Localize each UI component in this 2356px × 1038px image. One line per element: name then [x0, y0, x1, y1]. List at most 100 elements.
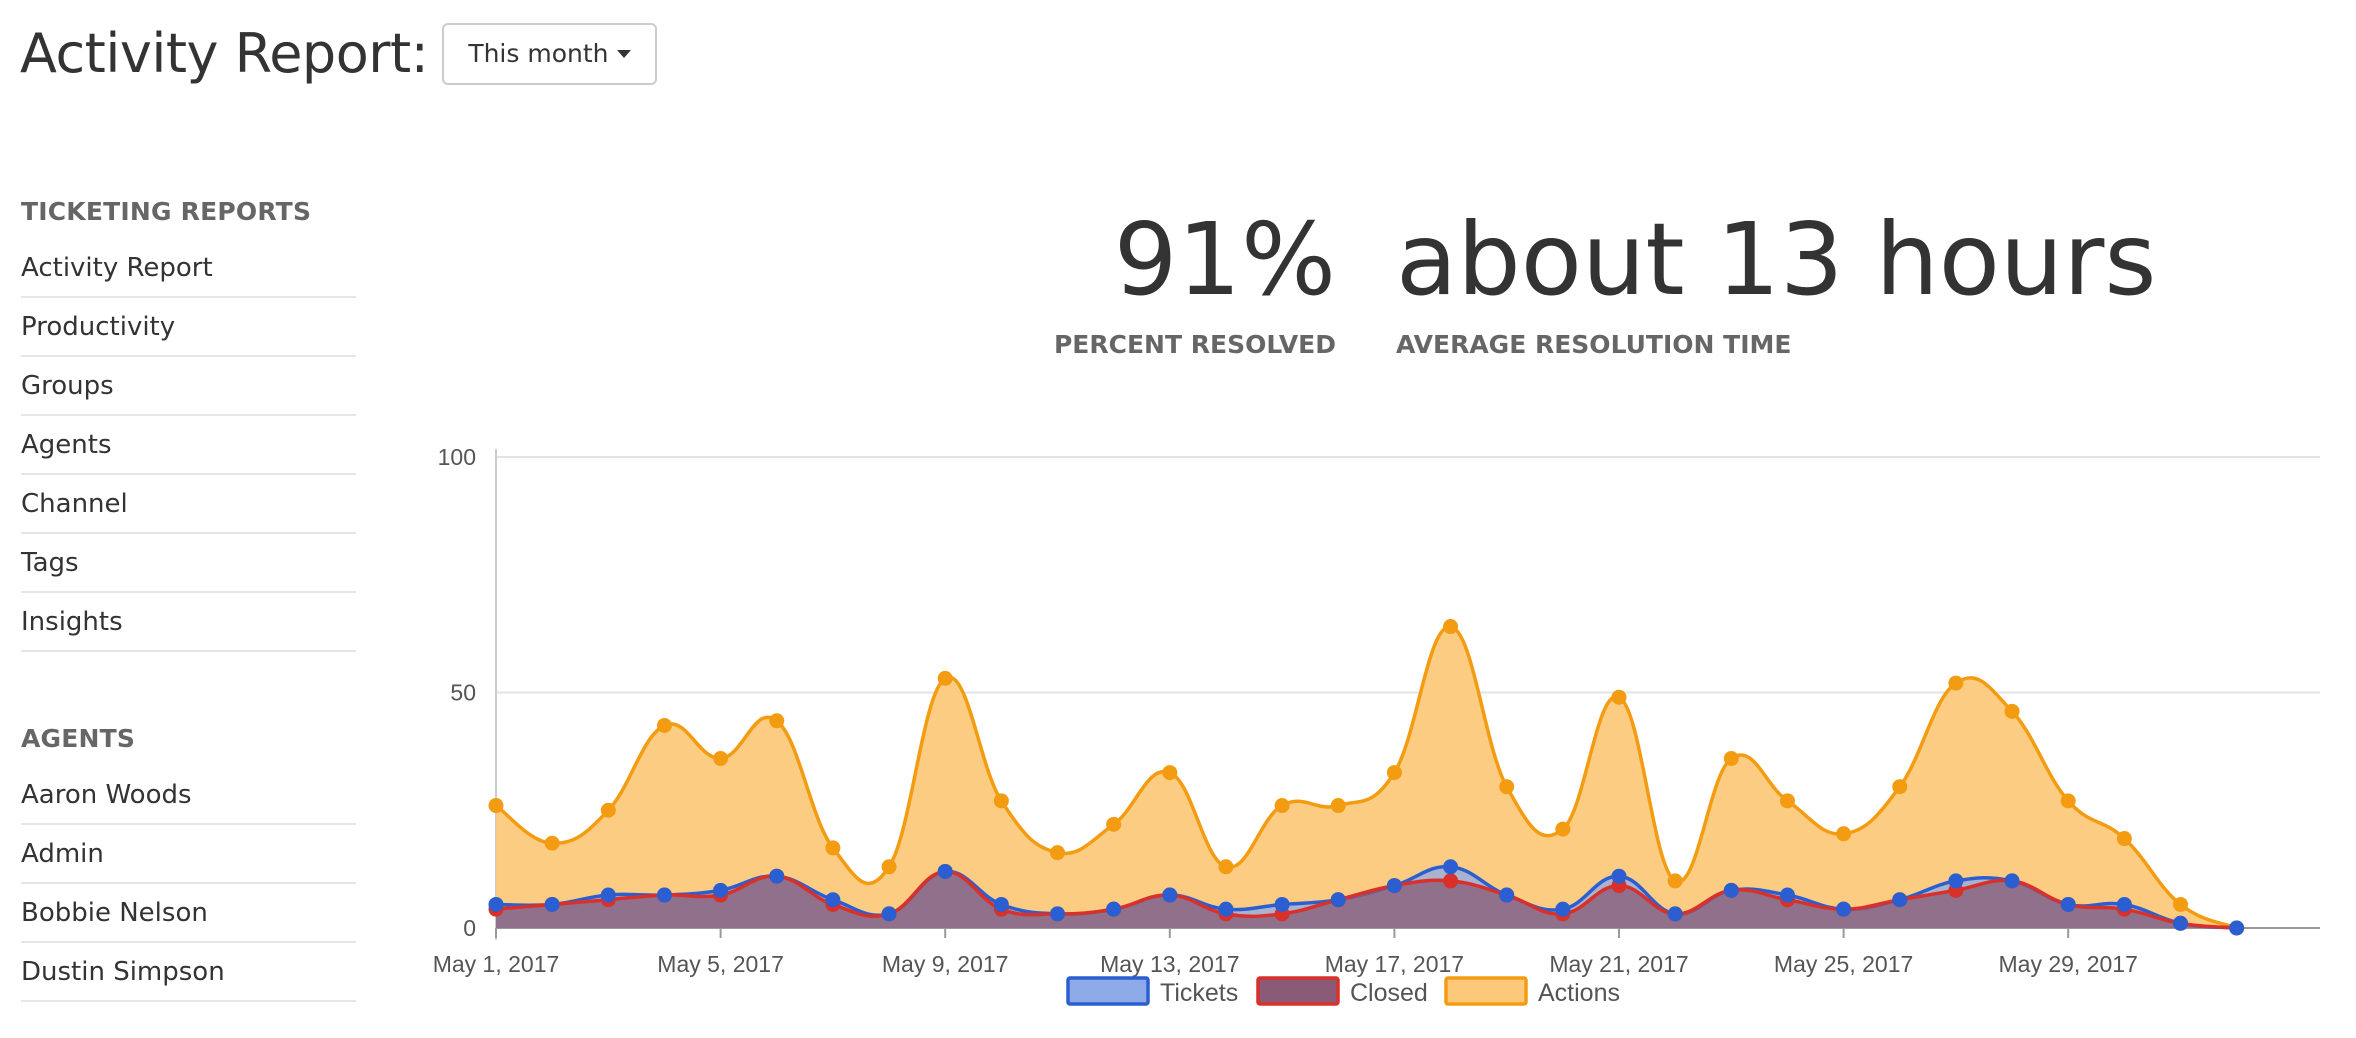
- sidebar-item-tags[interactable]: Tags: [21, 534, 356, 593]
- tickets-point: [1162, 887, 1178, 903]
- x-tick-label: May 17, 2017: [1325, 951, 1464, 977]
- x-tick-label: May 1, 2017: [433, 951, 560, 977]
- actions-point: [1892, 779, 1908, 795]
- tickets-point: [488, 896, 504, 912]
- sidebar-item-insights[interactable]: Insights: [21, 593, 356, 652]
- agents-list: Aaron Woods Admin Bobbie Nelson Dustin S…: [21, 766, 356, 1002]
- actions-line: [494, 624, 2238, 930]
- tickets-legend-label: Tickets: [1160, 979, 1238, 1007]
- agents-heading: AGENTS: [21, 724, 136, 753]
- tickets-point: [2173, 915, 2188, 931]
- avg-resolution-stat: about 13 hours AVERAGE RESOLUTION TIME: [1396, 200, 2157, 359]
- sidebar-item-activity-report[interactable]: Activity Report: [21, 239, 356, 298]
- tickets-point: [1218, 901, 1234, 917]
- tickets-point: [1723, 882, 1739, 898]
- actions-point: [1948, 675, 1964, 691]
- avg-resolution-label: AVERAGE RESOLUTION TIME: [1396, 330, 1792, 359]
- actions-point: [1555, 821, 1571, 837]
- sidebar-item-aaron-woods[interactable]: Aaron Woods: [21, 766, 356, 825]
- actions-point: [2004, 703, 2020, 719]
- tickets-point: [2229, 920, 2245, 936]
- closed-legend-label: Closed: [1350, 979, 1428, 1007]
- tickets-point: [1106, 901, 1122, 917]
- tickets-point: [1836, 901, 1852, 917]
- x-tick-label: May 9, 2017: [882, 951, 1009, 977]
- actions-point: [825, 840, 841, 856]
- tickets-point: [713, 882, 729, 898]
- actions-point: [713, 750, 729, 766]
- sidebar-item-channel[interactable]: Channel: [21, 475, 356, 534]
- page-title: Activity Report:: [20, 22, 429, 85]
- tickets-legend-swatch: [1066, 976, 1150, 1006]
- actions-point: [1723, 750, 1739, 766]
- sidebar-item-admin[interactable]: Admin: [21, 825, 356, 884]
- x-tick-label: May 21, 2017: [1549, 951, 1688, 977]
- x-tick-label: May 13, 2017: [1100, 951, 1239, 977]
- actions-point: [1106, 816, 1122, 832]
- avg-resolution-value: about 13 hours: [1396, 201, 2157, 318]
- closed-legend-swatch: [1256, 976, 1340, 1006]
- agents-section: AGENTS Aaron Woods Admin Bobbie Nelson D…: [21, 722, 356, 1002]
- actions-point: [937, 670, 953, 686]
- ticketing-reports-section: TICKETING REPORTS Activity Report Produc…: [21, 195, 356, 652]
- sidebar-item-productivity[interactable]: Productivity: [21, 298, 356, 357]
- percent-resolved-stat: 91% PERCENT RESOLVED: [836, 200, 1336, 359]
- actions-point: [1836, 826, 1852, 842]
- x-tick-label: May 25, 2017: [1774, 951, 1913, 977]
- actions-point: [656, 717, 672, 733]
- y-tick-label: 100: [438, 444, 476, 470]
- actions-point: [1667, 873, 1683, 889]
- actions-point: [769, 713, 785, 729]
- ticketing-reports-heading: TICKETING REPORTS: [21, 197, 312, 226]
- actions-point: [1443, 619, 1459, 635]
- tickets-point: [600, 887, 616, 903]
- tickets-point: [1555, 901, 1571, 917]
- tickets-point: [656, 887, 672, 903]
- closed-area: [496, 871, 2237, 928]
- sidebar-item-groups[interactable]: Groups: [21, 357, 356, 416]
- actions-area: [496, 626, 2237, 928]
- actions-point: [993, 793, 1009, 809]
- sidebar-item-agents[interactable]: Agents: [21, 416, 356, 475]
- tickets-point: [1892, 892, 1908, 908]
- y-tick-label: 50: [450, 680, 476, 706]
- actions-point: [1274, 798, 1290, 814]
- actions-point: [1218, 859, 1234, 875]
- period-dropdown-label: This month: [468, 39, 609, 68]
- actions-point: [1499, 779, 1515, 795]
- sidebar-item-dustin-simpson[interactable]: Dustin Simpson: [21, 943, 356, 1002]
- percent-resolved-label: PERCENT RESOLVED: [1053, 330, 1336, 359]
- actions-point: [1330, 798, 1346, 814]
- tickets-point: [1499, 887, 1515, 903]
- x-tick-label: May 5, 2017: [657, 951, 784, 977]
- x-tick-label: May 29, 2017: [1999, 951, 2138, 977]
- tickets-point: [1948, 873, 1964, 889]
- closed-point: [1443, 873, 1459, 889]
- tickets-point: [1443, 859, 1459, 875]
- sidebar-item-bobbie-nelson[interactable]: Bobbie Nelson: [21, 884, 356, 943]
- actions-legend-label: Actions: [1538, 979, 1620, 1007]
- tickets-point: [993, 896, 1009, 912]
- tickets-point: [1779, 887, 1795, 903]
- closed-line: [495, 869, 2237, 930]
- actions-point: [1386, 765, 1402, 781]
- actions-point: [488, 798, 504, 814]
- period-dropdown-button[interactable]: This month: [442, 22, 657, 85]
- ticketing-reports-list: Activity Report Productivity Groups Agen…: [21, 239, 356, 652]
- actions-point: [544, 835, 560, 851]
- actions-point: [2060, 793, 2076, 809]
- tickets-point: [1330, 892, 1346, 908]
- tickets-point: [1611, 868, 1627, 884]
- actions-point: [600, 802, 616, 818]
- tickets-point: [1050, 906, 1065, 922]
- tickets-point: [769, 868, 785, 884]
- actions-point: [881, 859, 897, 875]
- actions-point: [1162, 765, 1178, 781]
- tickets-point: [2004, 873, 2020, 889]
- actions-point: [2116, 831, 2132, 847]
- actions-point: [1611, 689, 1627, 705]
- actions-point: [2173, 896, 2188, 912]
- actions-point: [1050, 845, 1065, 861]
- tickets-point: [1667, 906, 1683, 922]
